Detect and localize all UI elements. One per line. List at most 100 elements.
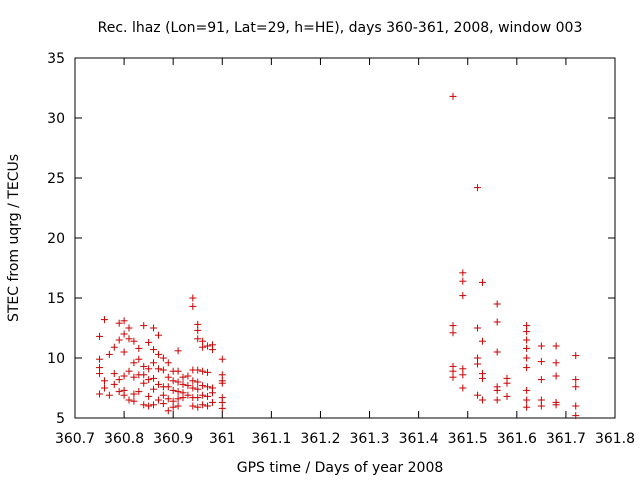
data-point (194, 378, 202, 386)
data-point (164, 383, 172, 391)
data-point (194, 320, 202, 328)
data-point (478, 278, 486, 286)
data-point (130, 359, 138, 367)
data-point (130, 337, 138, 345)
data-point (194, 385, 202, 393)
data-point (204, 392, 212, 400)
data-point (537, 396, 545, 404)
data-point (105, 391, 113, 399)
data-point (140, 401, 148, 409)
data-point (174, 395, 182, 403)
data-point (218, 371, 226, 379)
data-point (169, 377, 177, 385)
data-point (523, 364, 531, 372)
y-axis-label: STEC from uqrg / TECUs (6, 154, 22, 322)
data-point (169, 403, 177, 411)
data-point (184, 391, 192, 399)
data-point (523, 328, 531, 336)
data-point (120, 391, 128, 399)
data-point (552, 359, 560, 367)
data-point (105, 350, 113, 358)
data-point (572, 383, 580, 391)
data-point (523, 386, 531, 394)
data-point (125, 396, 133, 404)
y-tick-labels: 5 10 15 20 25 30 35 (47, 51, 65, 427)
data-point (208, 346, 216, 354)
data-point (174, 367, 182, 375)
data-point (189, 384, 197, 392)
data-point (459, 277, 467, 285)
data-point (100, 384, 108, 392)
data-point (174, 388, 182, 396)
data-point (115, 388, 123, 396)
data-point (218, 404, 226, 412)
plot-frame (74, 57, 616, 419)
y-tick-label: 5 (56, 411, 65, 427)
data-point (199, 391, 207, 399)
data-point (194, 366, 202, 374)
data-point (194, 394, 202, 402)
data-point (159, 400, 167, 408)
data-point (474, 391, 482, 399)
data-point (145, 402, 153, 410)
y-tick-label: 35 (47, 51, 65, 67)
data-point (523, 344, 531, 352)
data-point (164, 395, 172, 403)
data-point (154, 365, 162, 373)
data-point (120, 330, 128, 338)
data-point (179, 373, 187, 381)
data-point (503, 392, 511, 400)
data-point (204, 342, 212, 350)
data-point (208, 398, 216, 406)
data-point (96, 364, 104, 372)
data-point (154, 350, 162, 358)
data-point (537, 358, 545, 366)
x-axis-label: GPS time / Days of year 2008 (237, 460, 444, 476)
data-point (459, 371, 467, 379)
data-point (572, 376, 580, 384)
data-point (96, 355, 104, 363)
data-point (199, 382, 207, 390)
data-point (184, 372, 192, 380)
data-point (199, 367, 207, 375)
data-point (159, 366, 167, 374)
data-point (125, 367, 133, 375)
y-tick-label: 25 (47, 171, 65, 187)
data-point (449, 373, 457, 381)
data-point (537, 342, 545, 350)
data-point (459, 269, 467, 277)
data-point (150, 346, 158, 354)
data-point (140, 322, 148, 330)
data-point (115, 376, 123, 384)
x-tick-label: 361 (209, 431, 236, 447)
data-point (474, 354, 482, 362)
data-point (552, 372, 560, 380)
data-point (449, 92, 457, 100)
data-point (145, 392, 153, 400)
data-point (493, 318, 501, 326)
data-point (572, 402, 580, 410)
data-point (145, 376, 153, 384)
axis-ticks (74, 57, 616, 419)
data-point (135, 344, 143, 352)
data-point (179, 394, 187, 402)
data-point (130, 373, 138, 381)
data-point (204, 383, 212, 391)
data-point (537, 402, 545, 410)
data-point (493, 300, 501, 308)
data-point (493, 348, 501, 356)
data-point (164, 373, 172, 381)
data-point (100, 377, 108, 385)
data-point (478, 337, 486, 345)
data-point (199, 343, 207, 351)
data-point (110, 380, 118, 388)
data-point (194, 335, 202, 343)
data-point (523, 396, 531, 404)
data-point (96, 370, 104, 378)
data-point (493, 386, 501, 394)
data-point (145, 365, 153, 373)
data-point (189, 402, 197, 410)
x-tick-label: 360.9 (153, 431, 193, 447)
data-point (523, 354, 531, 362)
